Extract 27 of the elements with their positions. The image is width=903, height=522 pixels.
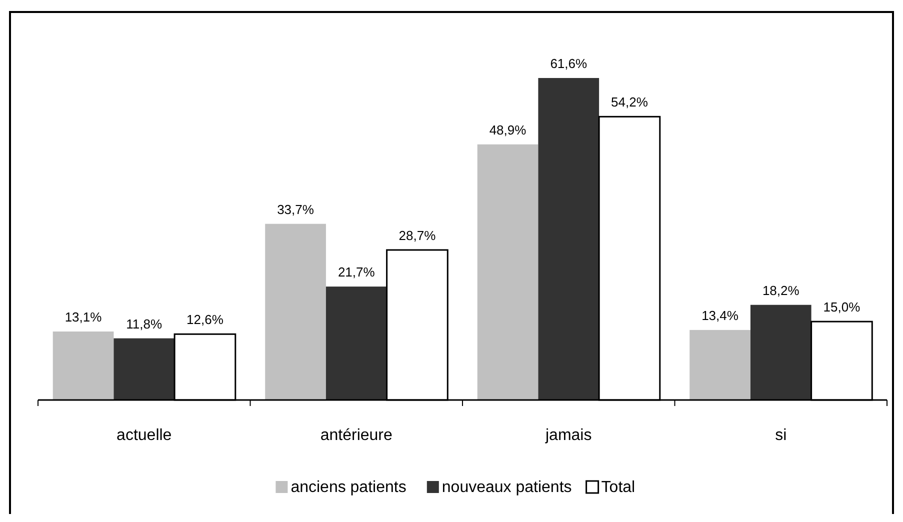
x-tick-label: jamais — [544, 427, 592, 444]
bar — [326, 286, 387, 400]
data-label: 61,6% — [550, 56, 588, 71]
bar — [477, 144, 538, 400]
data-label: 11,8% — [126, 316, 163, 332]
data-label: 28,7% — [398, 228, 436, 243]
legend-label: nouveaux patients — [442, 479, 572, 496]
x-tick-label: antérieure — [320, 427, 392, 444]
bar — [750, 304, 812, 400]
data-label: 12,6% — [186, 312, 224, 328]
bar — [114, 338, 175, 400]
data-label: 13,1% — [64, 310, 102, 325]
data-label: 18,2% — [762, 282, 800, 298]
data-label: 15,0% — [823, 300, 861, 315]
bar — [265, 224, 326, 400]
x-tick-label: si — [775, 427, 787, 444]
legend-label: Total — [601, 479, 636, 496]
data-label: 13,4% — [702, 308, 739, 323]
data-label: 48,9% — [489, 122, 527, 138]
bar — [690, 330, 750, 400]
data-label: 33,7% — [277, 202, 314, 217]
data-label: 21,7% — [338, 264, 376, 280]
bar — [52, 332, 114, 400]
data-label: 54,2% — [611, 94, 648, 110]
bar — [538, 78, 600, 400]
legend-label: anciens patients — [290, 479, 406, 496]
x-tick-label: actuelle — [116, 427, 172, 444]
